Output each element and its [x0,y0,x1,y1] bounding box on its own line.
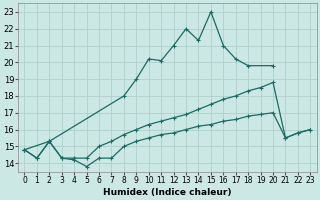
X-axis label: Humidex (Indice chaleur): Humidex (Indice chaleur) [103,188,232,197]
